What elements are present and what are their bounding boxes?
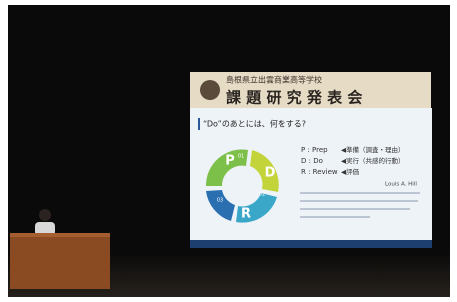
slide-heading: “Do”のあとには、何をする? bbox=[203, 119, 306, 129]
school-name: 島根県立出雲商業高等学校 bbox=[226, 75, 322, 85]
item-key: P : Prep bbox=[301, 146, 328, 154]
blurred-text bbox=[300, 216, 370, 218]
podium bbox=[10, 233, 110, 289]
slide-footer bbox=[190, 240, 432, 248]
item-desc: ◀実行（共感的行動） bbox=[341, 156, 405, 165]
attribution: Louis A. Hill bbox=[385, 182, 417, 188]
school-emblem bbox=[200, 80, 220, 100]
cycle-number: 01 bbox=[238, 154, 244, 160]
photo: 島根県立出雲商業高等学校 課 題 研 究 発 表 会 “Do”のあとには、何をす… bbox=[0, 0, 457, 302]
slide-screen bbox=[190, 108, 432, 248]
slide: “Do”のあとには、何をする? P : Prep ◀準備（調査・理由） D : … bbox=[190, 108, 432, 248]
event-title: 課 題 研 究 発 表 会 bbox=[226, 89, 362, 107]
blurred-text bbox=[300, 192, 420, 194]
cycle-letter: R bbox=[241, 207, 251, 222]
item-key: R : Review bbox=[301, 168, 338, 176]
cycle-number: 02 bbox=[259, 192, 265, 198]
item-key: D : Do bbox=[301, 157, 323, 165]
podium-top bbox=[10, 233, 110, 237]
cycle-letter: P bbox=[225, 154, 235, 169]
cycle-number: 03 bbox=[217, 198, 223, 204]
page: 島根県立出雲商業高等学校 課 題 研 究 発 表 会 “Do”のあとには、何をす… bbox=[0, 0, 457, 302]
item-desc: ◀評価 bbox=[341, 167, 359, 176]
cycle-letter: D bbox=[265, 166, 276, 181]
speaker-head bbox=[39, 209, 51, 221]
blurred-text bbox=[300, 208, 410, 210]
banner: 島根県立出雲商業高等学校 課 題 研 究 発 表 会 bbox=[190, 72, 431, 108]
item-desc: ◀準備（調査・理由） bbox=[341, 145, 405, 154]
heading-marker bbox=[198, 118, 200, 130]
blurred-text bbox=[300, 200, 418, 202]
